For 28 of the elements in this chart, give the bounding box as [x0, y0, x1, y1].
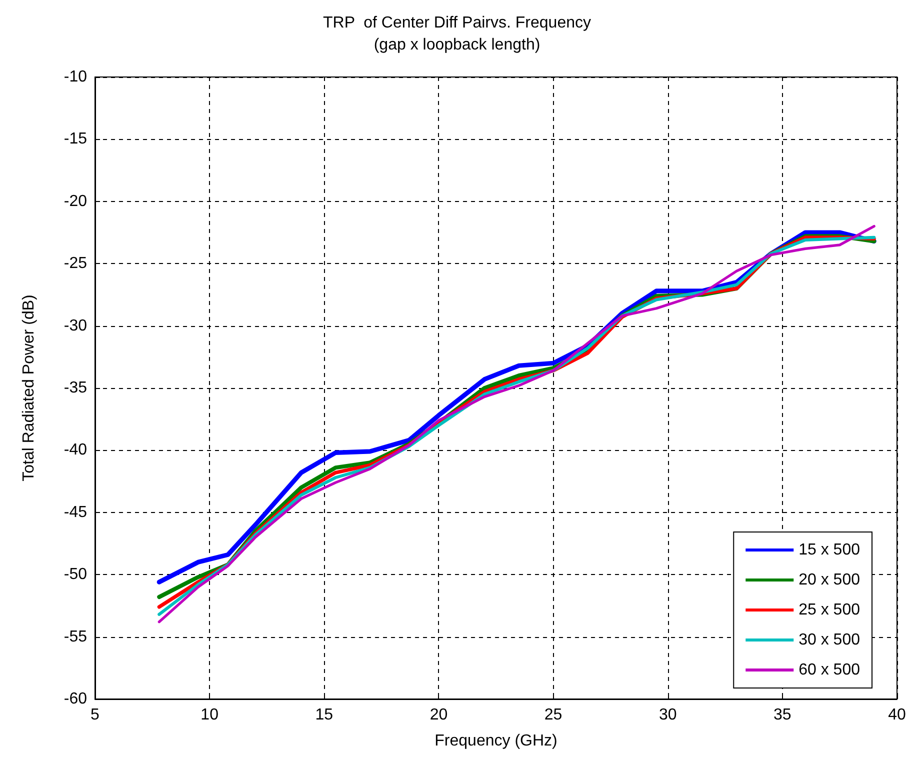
legend-label: 20 x 500 [798, 572, 860, 588]
y-tick-label: -50 [64, 566, 88, 584]
y-tick-label: -60 [64, 690, 88, 708]
x-tick-label: 10 [200, 706, 219, 724]
chart-title: TRP of Center Diff Pairvs. Frequency [323, 14, 591, 32]
y-tick-label: -45 [64, 504, 88, 521]
legend-label: 15 x 500 [798, 542, 860, 558]
y-tick-label: -35 [64, 380, 88, 396]
y-tick-label: -25 [64, 255, 88, 272]
x-tick-label: 35 [774, 706, 792, 724]
y-tick-label: -20 [64, 192, 88, 210]
x-tick-label: 30 [658, 706, 677, 724]
legend-label: 30 x 500 [798, 632, 860, 648]
chart-subtitle: (gap x loopback length) [374, 36, 540, 54]
x-tick-label: 20 [430, 706, 448, 724]
legend-label: 25 x 500 [798, 602, 860, 618]
legend-label: 60 x 500 [798, 662, 860, 678]
x-tick-label: 40 [888, 706, 906, 724]
y-tick-label: -30 [64, 317, 88, 334]
x-tick-label: 15 [315, 706, 334, 724]
y-axis-title: Total Radiated Power (dB) [20, 294, 38, 482]
y-tick-label: -10 [64, 68, 88, 86]
x-axis-title: Frequency (GHz) [434, 732, 558, 750]
y-tick-label: -40 [64, 442, 88, 459]
y-tick-label: -15 [64, 130, 88, 148]
y-tick-label: -55 [64, 628, 88, 646]
x-tick-label: 5 [90, 706, 100, 724]
x-tick-label: 25 [544, 706, 562, 724]
